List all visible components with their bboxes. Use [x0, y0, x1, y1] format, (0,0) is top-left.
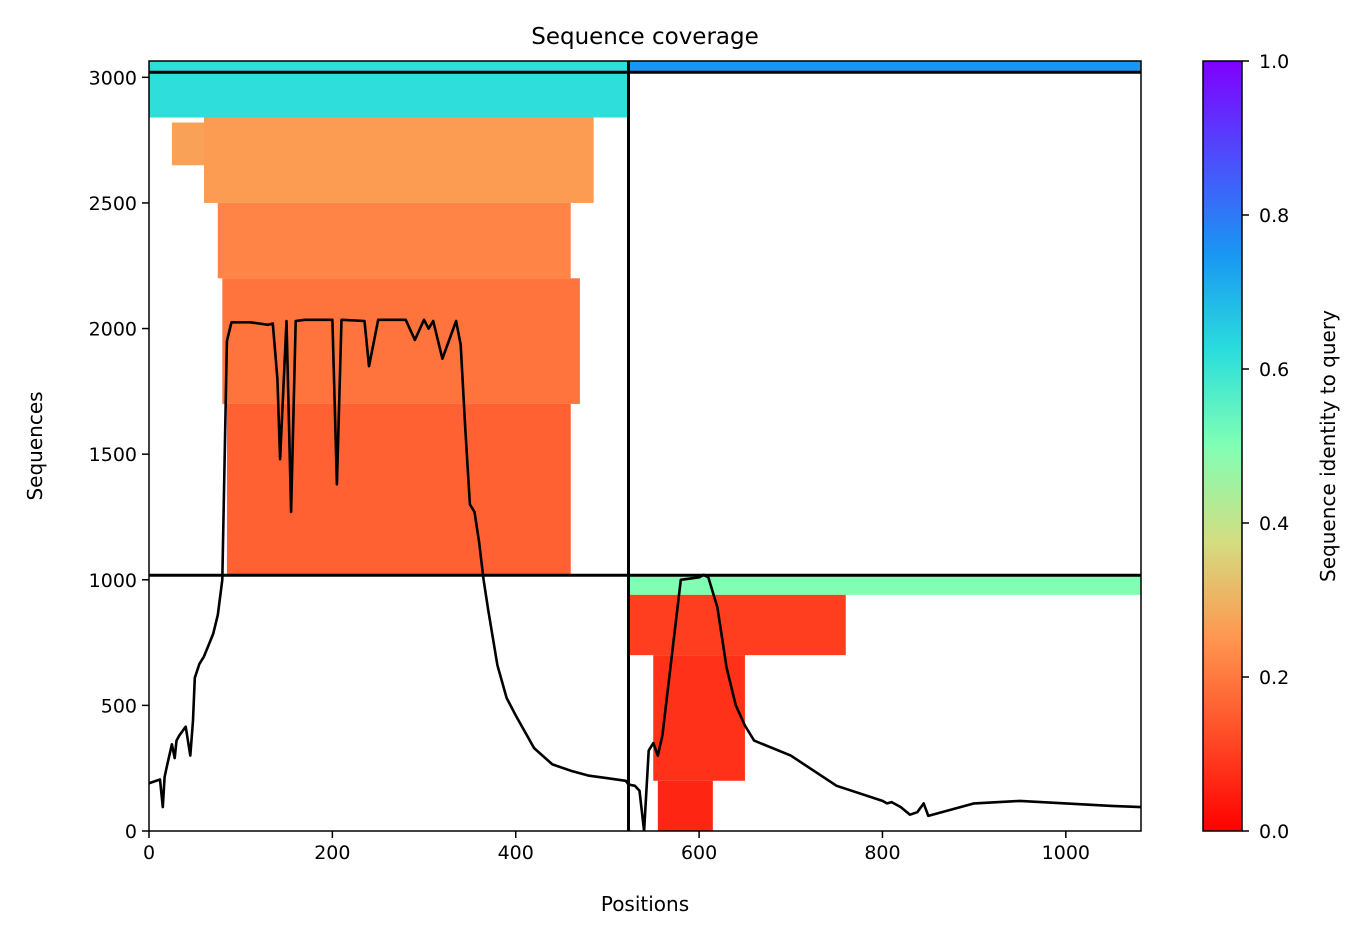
- heatmap-region: [222, 278, 580, 404]
- heatmap-region: [653, 655, 745, 781]
- coverage-line-layer: [149, 318, 1141, 831]
- heatmap-region: [628, 61, 1141, 73]
- x-tick-label: 600: [681, 842, 717, 864]
- coverage-line: [149, 318, 1141, 831]
- colorbar-tick-label: 0.0: [1259, 821, 1289, 843]
- x-tick-label: 1000: [1042, 842, 1090, 864]
- colorbar-ticks: 0.0 0.2 0.4 0.6 0.8 1.0: [1242, 51, 1289, 843]
- heatmap-region: [226, 403, 571, 576]
- y-tick-label: 1000: [89, 570, 137, 592]
- heatmap-region: [217, 202, 571, 279]
- y-tick-label: 500: [101, 695, 137, 717]
- heatmap-region: [657, 780, 713, 831]
- y-tick-label: 1500: [89, 444, 137, 466]
- y-tick-label: 0: [125, 821, 137, 843]
- x-tick-label: 400: [498, 842, 534, 864]
- chart-title: Sequence coverage: [531, 24, 759, 50]
- heatmap-region: [149, 61, 629, 118]
- heatmap-regions: [149, 61, 1141, 831]
- colorbar-tick-label: 0.6: [1259, 359, 1289, 381]
- colorbar-tick-label: 1.0: [1259, 51, 1289, 73]
- colorbar-label: Sequence identity to query: [1316, 310, 1340, 582]
- y-tick-label: 3000: [89, 67, 137, 89]
- x-axis-label: Positions: [601, 892, 689, 916]
- colorbar: [1202, 60, 1243, 832]
- x-tick-label: 0: [143, 842, 155, 864]
- y-tick-label: 2500: [89, 193, 137, 215]
- y-axis-label: Sequences: [23, 391, 47, 500]
- plot-frame: [148, 60, 1142, 832]
- y-tick-label: 2000: [89, 319, 137, 341]
- chain-boundaries: [149, 61, 1141, 831]
- heatmap-region: [171, 122, 205, 166]
- x-axis: 0 200 400 600 800 1000: [143, 831, 1090, 864]
- x-tick-label: 200: [314, 842, 350, 864]
- heatmap-region: [204, 117, 594, 203]
- y-axis: 0 500 1000 1500 2000 2500 3000: [89, 67, 149, 843]
- colorbar-tick-label: 0.4: [1259, 513, 1289, 535]
- colorbar-tick-label: 0.2: [1259, 667, 1289, 689]
- heatmap-region: [628, 594, 846, 656]
- x-tick-label: 800: [864, 842, 900, 864]
- heatmap-region: [628, 575, 1141, 595]
- colorbar-tick-label: 0.8: [1259, 205, 1289, 227]
